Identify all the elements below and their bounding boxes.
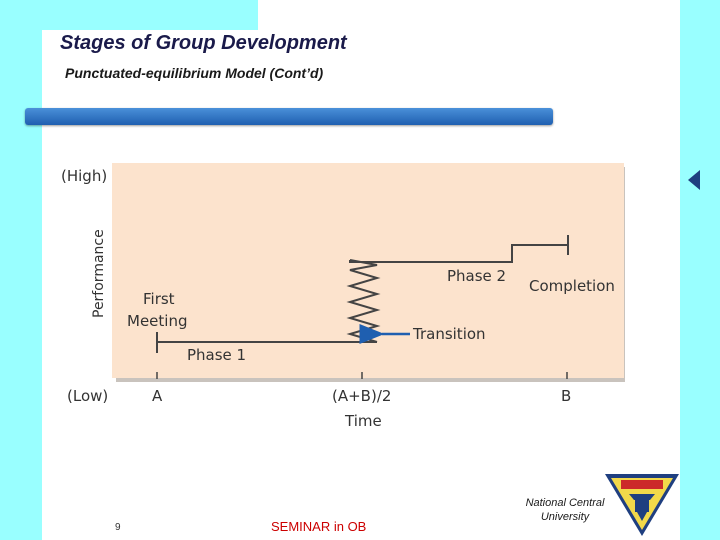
transition-label: Transition xyxy=(412,325,486,343)
slide-subtitle: Punctuated-equilibrium Model (Cont’d) xyxy=(65,65,324,81)
phase2-label: Phase 2 xyxy=(447,267,506,285)
footer-university: National Central University xyxy=(510,496,620,524)
phase1-label: Phase 1 xyxy=(187,346,246,364)
punctuated-equilibrium-diagram: (High) (Low) Performance A (A+B)/2 B Tim… xyxy=(61,163,625,430)
y-low-label: (Low) xyxy=(67,387,108,405)
university-seal-icon xyxy=(605,474,679,536)
right-edge-arrow-icon xyxy=(688,170,700,190)
x-tick-mid: (A+B)/2 xyxy=(332,387,391,405)
first-meeting-label-line1: First xyxy=(143,290,175,308)
x-tick-a: A xyxy=(152,387,163,405)
university-line2: University xyxy=(540,511,590,523)
decor-strip-left xyxy=(0,0,42,540)
decor-strip-top xyxy=(0,0,258,30)
page-number: 9 xyxy=(115,522,121,533)
y-axis-label: Performance xyxy=(91,229,107,318)
slide-title: Stages of Group Development xyxy=(60,32,347,54)
x-axis-label: Time xyxy=(344,412,382,430)
first-meeting-label-line2: Meeting xyxy=(127,312,187,330)
y-high-label: (High) xyxy=(61,167,107,185)
title-underline-bar xyxy=(25,108,553,125)
completion-label: Completion xyxy=(529,277,615,295)
university-line1: National Central xyxy=(525,497,605,509)
x-tick-b: B xyxy=(561,387,571,405)
decor-strip-right xyxy=(680,0,720,540)
footer-seminar: SEMINAR in OB xyxy=(271,519,367,534)
phase2-line xyxy=(349,244,568,263)
